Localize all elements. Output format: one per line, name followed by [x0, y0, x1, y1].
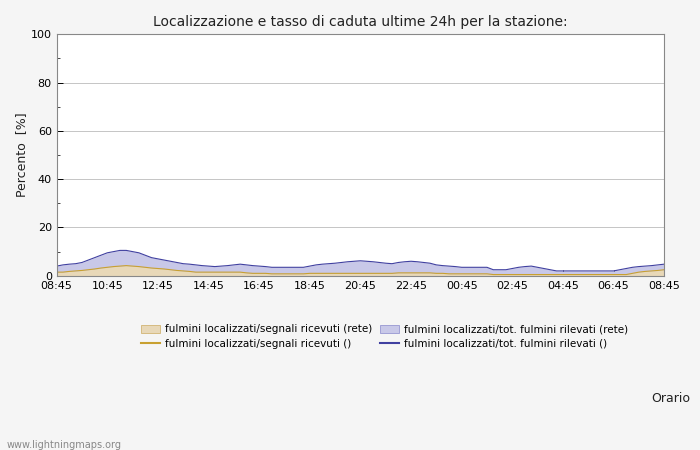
Title: Localizzazione e tasso di caduta ultime 24h per la stazione:: Localizzazione e tasso di caduta ultime … [153, 15, 568, 29]
Text: www.lightningmaps.org: www.lightningmaps.org [7, 440, 122, 450]
Legend: fulmini localizzati/segnali ricevuti (rete), fulmini localizzati/segnali ricevut: fulmini localizzati/segnali ricevuti (re… [141, 324, 629, 349]
Y-axis label: Percento  [%]: Percento [%] [15, 113, 28, 198]
Text: Orario: Orario [651, 392, 690, 405]
